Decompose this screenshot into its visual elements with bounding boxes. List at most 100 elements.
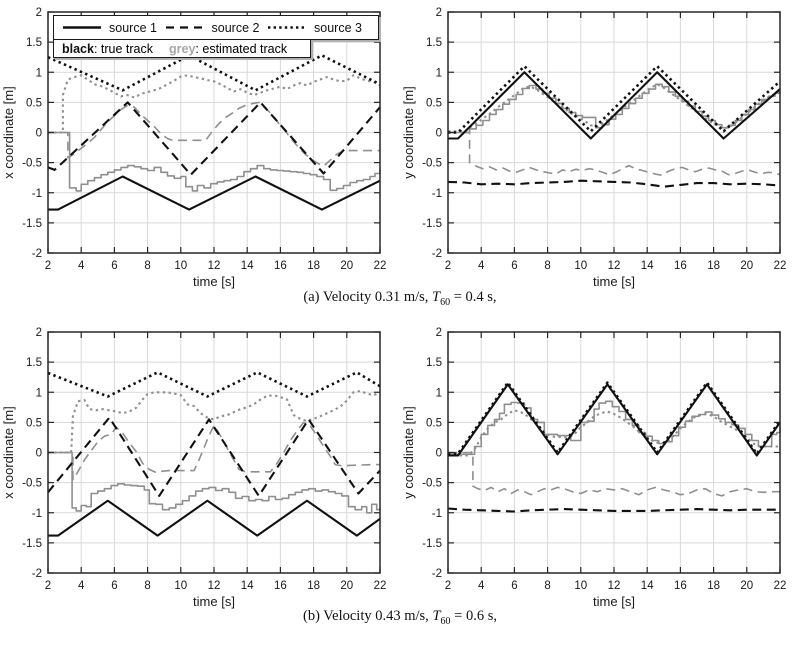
legend-entry-source-2: source 2 (165, 20, 260, 35)
legend-black-text: : true track (93, 41, 154, 56)
y-tick-label: 2 (36, 327, 42, 339)
y-axis-label: y coordinate [m] (401, 86, 416, 179)
x-tick-label: 2 (445, 580, 451, 592)
x-tick-label: 14 (241, 260, 254, 272)
x-tick-label: 8 (544, 260, 550, 272)
x-tick-label: 18 (307, 580, 320, 592)
x-tick-label: 10 (574, 580, 587, 592)
y-tick-label: 1 (436, 67, 442, 79)
series-source-1-estimated (448, 400, 781, 456)
series-source-2-true (47, 416, 381, 497)
y-tick-label: -1 (32, 508, 42, 520)
x-tick-label: 12 (608, 580, 621, 592)
x-tick-label: 2 (445, 260, 451, 272)
x-tick-label: 14 (641, 260, 654, 272)
x-tick-label: 12 (208, 260, 221, 272)
caption-a-t-symbol: T (432, 289, 441, 305)
caption-a-t-subscript: 60 (440, 296, 451, 308)
series-source-1-true (48, 499, 381, 537)
plot-a-y-coordinate: 2 4 6 8 10 12 14 16 18 20 22 -2 -1.5 -1 -0.5 0 0.5 1 1.5 2 t… (401, 7, 787, 289)
plot-b-x-coordinate: 2 4 6 8 10 12 14 16 18 20 22 -2 -1.5 -1 -0.5 0 0.5 1 1.5 2 t… (1, 327, 387, 609)
legend-grey-text: : estimated track (195, 41, 288, 56)
y-tick-label: 1 (36, 67, 42, 79)
series-source-3-estimated (48, 74, 381, 134)
legend-sources: source 1 source 2 source 3 (53, 15, 379, 40)
y-tick-label: 1 (436, 387, 442, 399)
y-tick-label: 0 (36, 448, 42, 460)
x-tick-label: 18 (707, 580, 720, 592)
x-tick-label: 6 (511, 260, 517, 272)
y-tick-label: 1.5 (426, 357, 442, 369)
caption-b-t-symbol: T (432, 608, 441, 624)
x-tick-label: 8 (144, 260, 150, 272)
x-tick-label: 14 (241, 580, 254, 592)
y-tick-label: 1.5 (26, 37, 42, 49)
legend-track-note: black: true track grey: estimated track (53, 39, 311, 58)
x-tick-label: 6 (511, 580, 517, 592)
y-tick-label: 0.5 (426, 97, 442, 109)
caption-b-t-subscript: 60 (440, 615, 451, 627)
series-source-1-true (48, 175, 381, 211)
x-tick-label: 16 (274, 260, 287, 272)
y-tick-label: -1.5 (422, 538, 442, 550)
x-axis-label: time [s] (193, 594, 235, 609)
series-source-3-true (448, 64, 781, 134)
y-axis-label: x coordinate [m] (1, 406, 16, 499)
x-tick-label: 4 (478, 260, 485, 272)
y-tick-label: 1.5 (26, 357, 42, 369)
y-axis-label: x coordinate [m] (1, 86, 16, 179)
series-source-2-estimated (48, 421, 380, 481)
x-tick-label: 2 (45, 580, 51, 592)
x-tick-label: 16 (274, 580, 287, 592)
x-tick-label: 18 (307, 260, 320, 272)
y-tick-label: 0 (36, 128, 42, 140)
y-tick-label: 2 (436, 7, 442, 19)
dotted-line-icon (268, 26, 307, 29)
y-tick-label: -2 (432, 248, 442, 260)
caption-a: (a) Velocity 0.31 m/s, T60 = 0.4 s, (0, 289, 800, 308)
legend-label-source-3: source 3 (314, 20, 362, 35)
x-tick-label: 20 (740, 580, 753, 592)
series-source-2-estimated (448, 451, 780, 497)
legend-label-source-2: source 2 (211, 20, 260, 35)
x-axis-label: time [s] (593, 274, 635, 289)
series-source-3-true (448, 381, 782, 455)
series-source-1-estimated (48, 131, 381, 192)
legend-black-word: black (62, 41, 94, 56)
legend-note-black: black: true track (62, 42, 153, 56)
x-tick-label: 10 (174, 580, 187, 592)
y-tick-label: 2 (436, 327, 442, 339)
x-axis-label: time [s] (593, 594, 635, 609)
solid-line-icon (63, 26, 101, 29)
y-tick-label: -1.5 (422, 218, 442, 230)
series-source-2-true (47, 101, 381, 176)
series-source-1-true (448, 71, 781, 140)
x-tick-label: 10 (574, 260, 587, 272)
y-tick-label: -2 (32, 248, 42, 260)
x-tick-label: 22 (774, 260, 787, 272)
caption-b: (b) Velocity 0.43 m/s, T60 = 0.6 s, (0, 608, 800, 627)
y-tick-label: -2 (432, 568, 442, 580)
x-tick-label: 8 (544, 580, 550, 592)
caption-a-suffix: = 0.4 s, (450, 289, 497, 305)
legend-grey-word: grey (169, 41, 196, 56)
x-tick-label: 20 (340, 260, 353, 272)
x-tick-label: 10 (174, 260, 187, 272)
y-tick-label: -1 (432, 508, 442, 520)
x-tick-label: 22 (374, 580, 387, 592)
y-tick-label: 2 (36, 7, 42, 19)
y-tick-label: 0 (436, 448, 442, 460)
series-source-2-estimated (48, 101, 380, 167)
y-tick-label: -1 (32, 188, 42, 200)
series-source-2-true (447, 507, 780, 513)
y-tick-label: 0.5 (26, 417, 42, 429)
x-tick-label: 8 (144, 580, 150, 592)
y-tick-label: 0.5 (26, 97, 42, 109)
y-tick-label: -0.5 (22, 158, 42, 170)
series-source-3-true (47, 371, 381, 398)
y-tick-label: 0 (436, 128, 442, 140)
y-tick-label: -0.5 (22, 478, 42, 490)
x-tick-label: 4 (78, 580, 85, 592)
legend-note-grey: grey: estimated track (169, 42, 287, 56)
y-tick-label: 1.5 (426, 37, 442, 49)
